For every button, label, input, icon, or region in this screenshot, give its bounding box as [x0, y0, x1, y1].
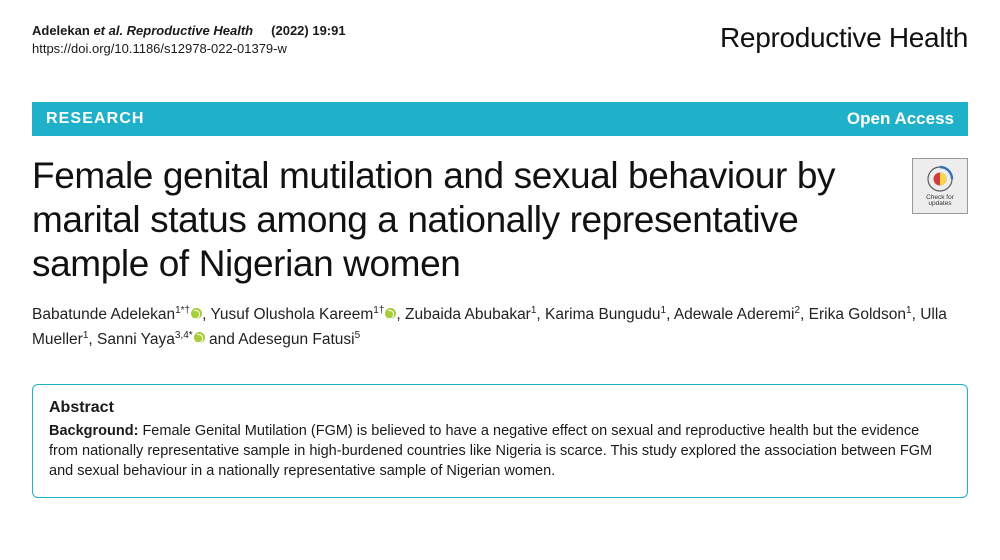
- orcid-icon[interactable]: [191, 308, 202, 319]
- author-name: Yusuf Olushola Kareem: [210, 307, 373, 324]
- category-banner: RESEARCH Open Access: [32, 102, 968, 136]
- author-affiliation: 1: [83, 330, 89, 341]
- background-text: Female Genital Mutilation (FGM) is belie…: [49, 423, 932, 479]
- header-row: Adelekan et al. Reproductive Health (202…: [32, 22, 968, 58]
- author-list: Babatunde Adelekan1*†, Yusuf Olushola Ka…: [32, 303, 968, 351]
- author-affiliation: 5: [355, 330, 361, 341]
- author-name: Adewale Aderemi: [674, 307, 795, 324]
- author-name: Babatunde Adelekan: [32, 307, 175, 324]
- citation-author: Adelekan: [32, 23, 90, 38]
- author-affiliation: 1: [906, 305, 912, 316]
- citation-journal-inline: et al. Reproductive Health: [93, 23, 253, 38]
- author-affiliation: 3,4*: [175, 330, 193, 341]
- author-name: Zubaida Abubakar: [405, 307, 531, 324]
- abstract-heading: Abstract: [49, 399, 951, 417]
- author-name: Adesegun Fatusi: [238, 331, 354, 348]
- article-category: RESEARCH: [46, 110, 145, 128]
- orcid-icon[interactable]: [194, 332, 205, 343]
- journal-name: Reproductive Health: [720, 22, 968, 54]
- check-for-updates-label: Check forupdates: [926, 195, 954, 209]
- doi-link[interactable]: https://doi.org/10.1186/s12978-022-01379…: [32, 40, 346, 58]
- crossmark-icon: [926, 165, 954, 193]
- author-name: Erika Goldson: [809, 307, 906, 324]
- article-title: Female genital mutilation and sexual beh…: [32, 154, 900, 285]
- check-for-updates-button[interactable]: Check forupdates: [912, 158, 968, 214]
- author-affiliation: 1: [661, 305, 667, 316]
- citation-block: Adelekan et al. Reproductive Health (202…: [32, 22, 346, 58]
- author-affiliation: 1: [531, 305, 537, 316]
- orcid-icon[interactable]: [385, 308, 396, 319]
- author-name: Sanni Yaya: [97, 331, 175, 348]
- abstract-box: Abstract Background: Female Genital Muti…: [32, 384, 968, 498]
- citation-issue: (2022) 19:91: [271, 23, 345, 38]
- abstract-background: Background: Female Genital Mutilation (F…: [49, 421, 951, 481]
- author-name: Karima Bungudu: [545, 307, 660, 324]
- author-affiliation: 1*†: [175, 305, 190, 316]
- citation-line: Adelekan et al. Reproductive Health (202…: [32, 22, 346, 40]
- background-label: Background:: [49, 423, 138, 439]
- title-row: Female genital mutilation and sexual beh…: [32, 154, 968, 285]
- open-access-label: Open Access: [847, 109, 954, 129]
- author-affiliation: 2: [794, 305, 800, 316]
- author-affiliation: 1†: [373, 305, 384, 316]
